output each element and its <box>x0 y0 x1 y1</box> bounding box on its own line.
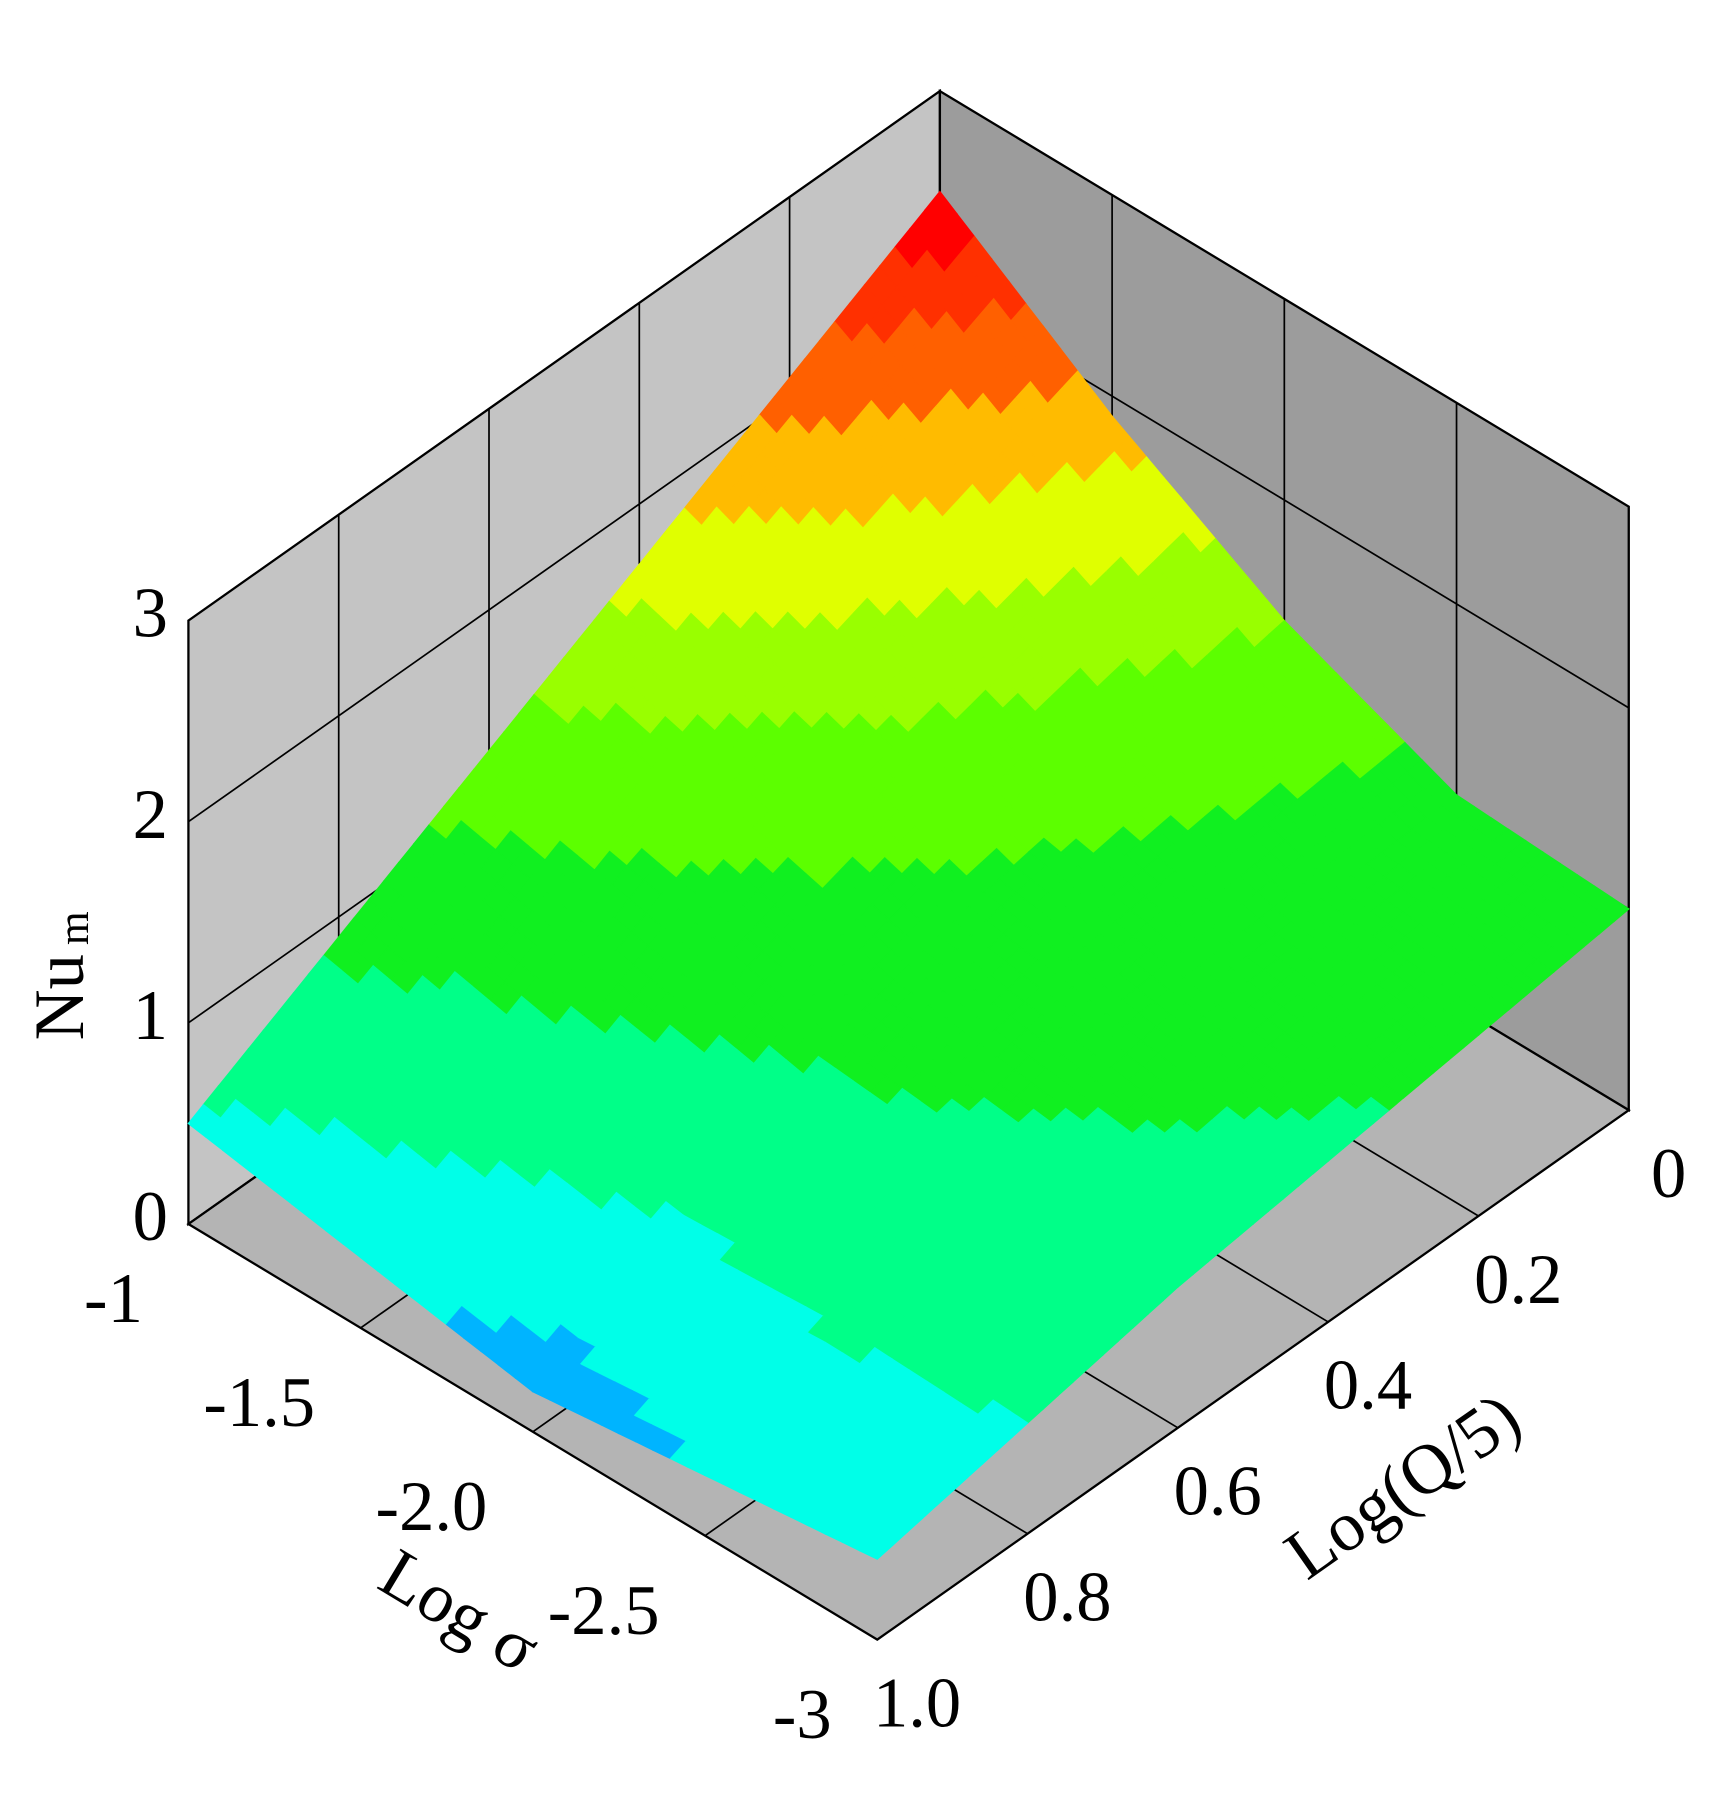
y-tick-label: 0.2 <box>1474 1241 1562 1319</box>
y-tick-label: 0.6 <box>1174 1453 1262 1531</box>
x-tick-label: -1 <box>84 1260 143 1338</box>
surface-cell <box>1133 619 1458 912</box>
z-tick-label: 0 <box>133 1178 168 1256</box>
surface-cell <box>682 1038 1007 1311</box>
surface-cell <box>832 891 1158 1164</box>
surface-cell <box>359 1080 685 1393</box>
z-axis-label-sub: m <box>50 911 98 945</box>
surface-cell <box>788 190 1114 574</box>
surface-cell <box>337 749 663 1083</box>
grid-line <box>187 90 941 622</box>
z-tick-label: 1 <box>133 977 168 1055</box>
surface-cell <box>982 755 1308 1028</box>
surface-cell <box>960 415 1286 758</box>
surface-cell <box>660 727 985 1040</box>
surface-patch <box>858 1536 894 1560</box>
surface-cell <box>810 571 1136 894</box>
y-tick-label: 0.4 <box>1324 1347 1412 1425</box>
surface-cell <box>1154 910 1480 1162</box>
grid-line <box>876 1109 1630 1641</box>
z-axis-label: Nu m <box>21 911 99 1040</box>
x-axis-label: Log σ <box>367 1534 552 1688</box>
x-tick-label: -1.5 <box>203 1364 315 1442</box>
x-tick-label: -2.0 <box>376 1468 488 1546</box>
surface <box>187 190 1630 1560</box>
surface-cell <box>510 893 835 1217</box>
z-axis-label-main: Nu <box>21 954 99 1040</box>
z-tick-label: 3 <box>133 575 168 653</box>
y-tick-label: 0.8 <box>1023 1559 1111 1637</box>
surface-cell <box>854 1162 1179 1424</box>
y-tick-label: 0 <box>1651 1135 1686 1213</box>
z-tick-label: 2 <box>133 776 168 854</box>
x-tick-label: -3 <box>773 1676 832 1754</box>
surface-cell <box>703 1308 1029 1560</box>
x-tick-label: -2.5 <box>548 1572 660 1650</box>
surface-cell <box>638 376 963 730</box>
y-tick-label: 1.0 <box>873 1664 961 1742</box>
